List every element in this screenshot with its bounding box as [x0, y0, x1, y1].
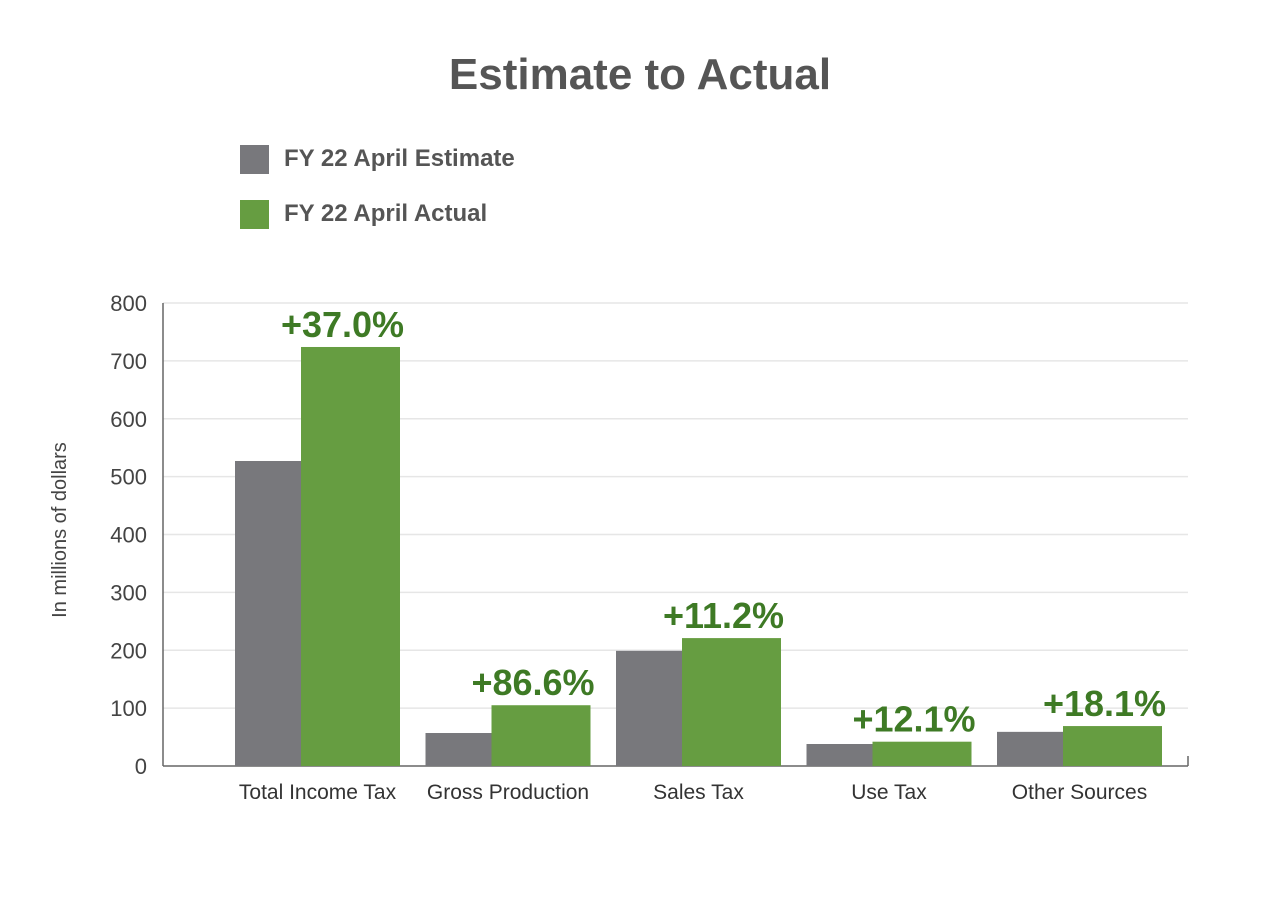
data-label: +12.1% [852, 699, 975, 740]
y-tick-label: 400 [110, 523, 147, 548]
y-tick-label: 200 [110, 638, 147, 663]
legend-swatch-actual [240, 199, 269, 229]
bar-actual [682, 638, 781, 766]
bar-estimate [616, 650, 682, 766]
data-label: +18.1% [1043, 683, 1166, 724]
x-tick-label: Use Tax [851, 781, 927, 804]
y-axis-label: In millions of dollars [49, 442, 71, 618]
x-tick-label: Sales Tax [653, 781, 744, 804]
legend-item-actual: FY 22 April Actual [240, 199, 487, 229]
x-tick-label: Total Income Tax [239, 781, 397, 804]
chart-title: Estimate to Actual [448, 50, 832, 99]
x-tick-label: Gross Production [427, 781, 589, 804]
legend-item-estimate: FY 22 April Estimate [240, 144, 515, 174]
x-tick-label: Other Sources [1012, 781, 1147, 804]
bar-actual [872, 741, 972, 766]
bar-estimate [425, 733, 492, 766]
y-tick-label: 600 [110, 407, 147, 432]
y-tick-label: 300 [110, 580, 147, 605]
y-tick-label: 0 [135, 754, 147, 779]
legend-label-estimate: FY 22 April Estimate [284, 145, 515, 172]
bar-actual [1063, 726, 1162, 766]
y-tick-label: 500 [110, 465, 147, 490]
y-tick-label: 100 [110, 696, 147, 721]
bar-estimate [235, 460, 301, 766]
data-label: +11.2% [663, 595, 784, 636]
bar-estimate [806, 744, 873, 766]
bar-estimate [997, 731, 1063, 766]
y-tick-label: 800 [110, 291, 147, 316]
bar-actual [301, 346, 400, 766]
data-label: +86.6% [471, 662, 594, 703]
bar-actual [491, 705, 591, 766]
legend-swatch-estimate [240, 144, 269, 174]
data-label: +37.0% [281, 304, 404, 345]
legend-label-actual: FY 22 April Actual [284, 200, 488, 227]
y-tick-label: 700 [110, 349, 147, 374]
